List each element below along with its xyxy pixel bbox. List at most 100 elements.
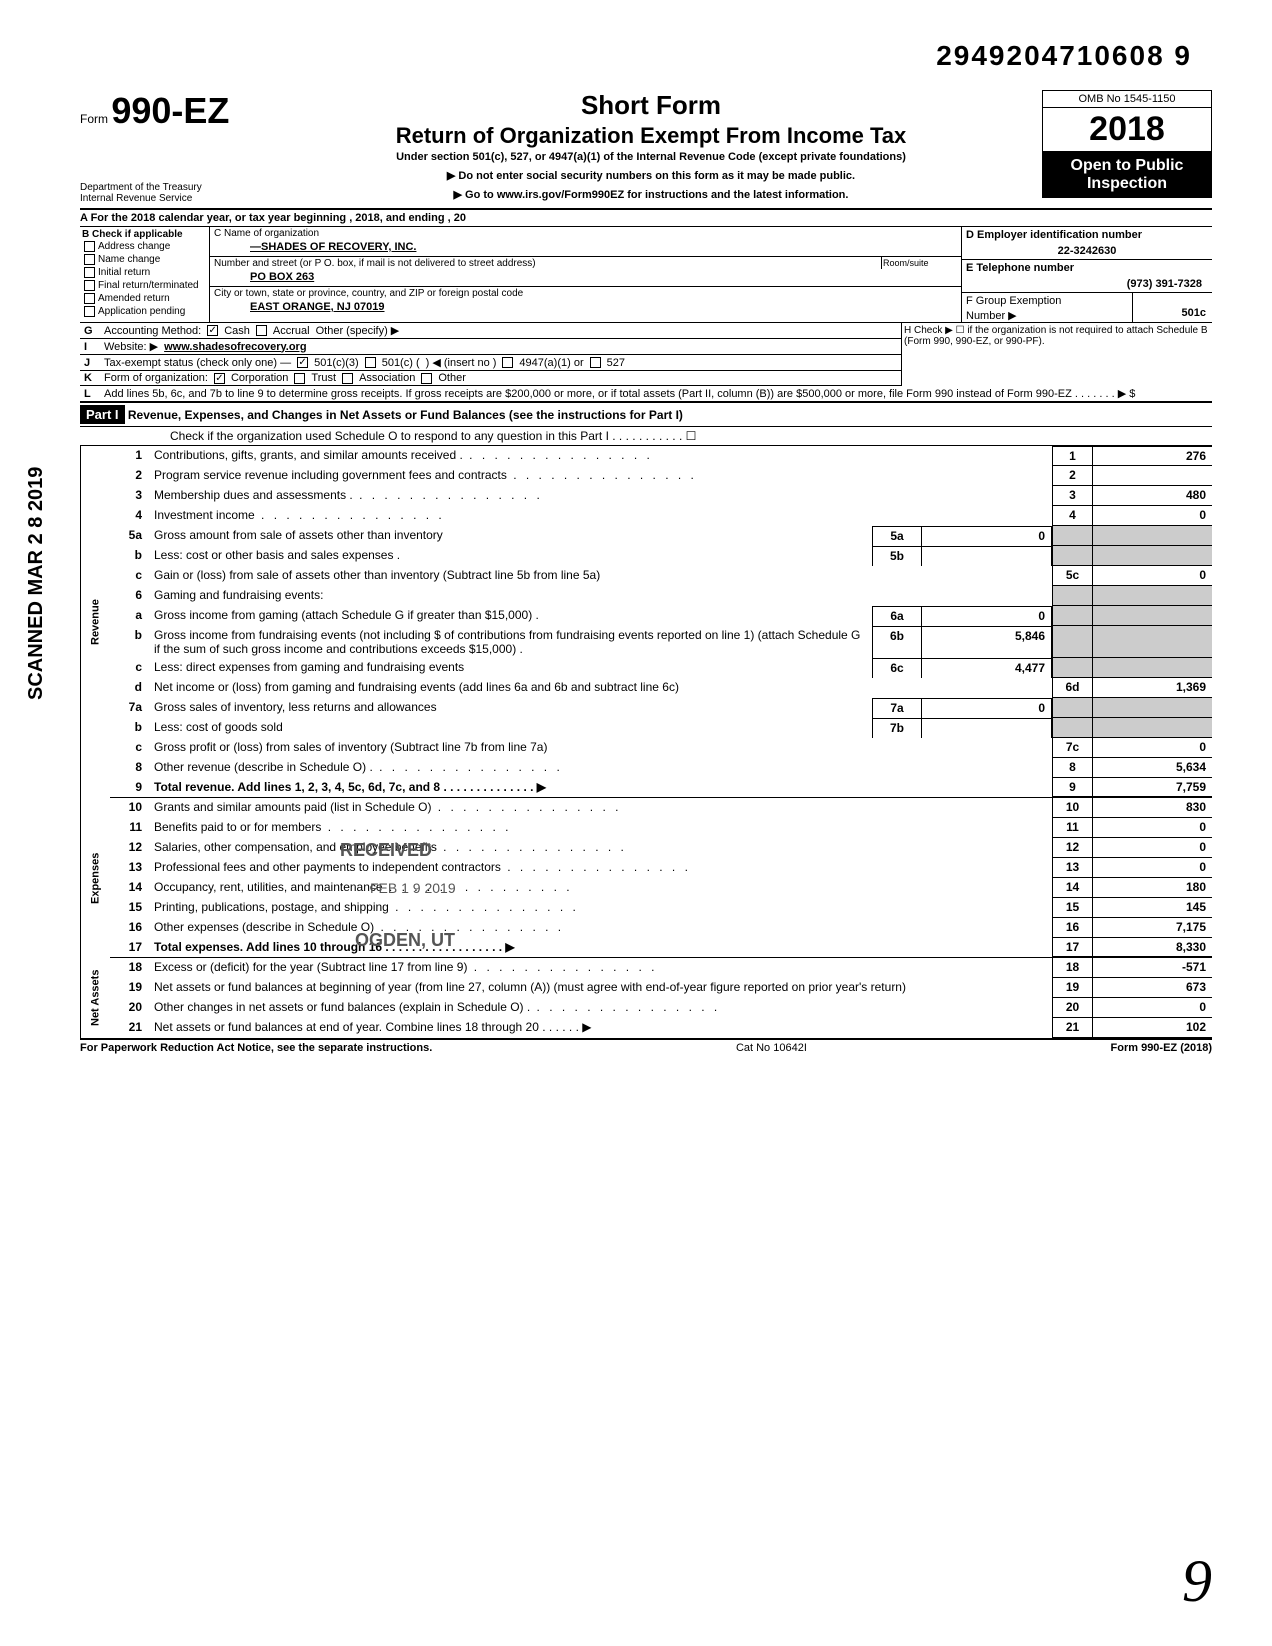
l10-num: 10: [110, 798, 150, 818]
opt-cash: Cash: [224, 325, 250, 337]
l7c-num: c: [110, 738, 150, 758]
row-g-text: Accounting Method:: [104, 325, 201, 337]
l3-box: 3: [1052, 486, 1092, 506]
l6b-desc: Gross income from fundraising events (no…: [150, 626, 872, 658]
l13-box: 13: [1052, 858, 1092, 878]
l5c-num: c: [110, 566, 150, 586]
checkbox-trust[interactable]: [294, 373, 305, 384]
checkbox-final-return[interactable]: [84, 280, 95, 291]
l16-num: 16: [110, 918, 150, 938]
l2-val: [1092, 466, 1212, 486]
label-amended: Amended return: [98, 293, 170, 304]
group-label: F Group Exemption: [962, 293, 1132, 309]
tel-label: E Telephone number: [962, 260, 1212, 276]
l2-desc: Program service revenue including govern…: [150, 466, 1052, 486]
l21-val: 102: [1092, 1018, 1212, 1038]
opt-insert: ) ◀ (insert no ): [426, 356, 497, 369]
l6-num: 6: [110, 586, 150, 606]
row-g-label: G: [84, 325, 98, 337]
l6c-shade2: [1092, 658, 1212, 678]
l21-num: 21: [110, 1018, 150, 1038]
l8-desc: Other revenue (describe in Schedule O) .: [150, 758, 1052, 778]
checkbox-527[interactable]: [590, 357, 601, 368]
section-revenue-label: Revenue: [80, 446, 110, 798]
checkbox-name-change[interactable]: [84, 254, 95, 265]
l5c-val: 0: [1092, 566, 1212, 586]
checkbox-app-pending[interactable]: [84, 306, 95, 317]
l20-num: 20: [110, 998, 150, 1018]
row-k-text: Form of organization:: [104, 372, 208, 384]
l10-box: 10: [1052, 798, 1092, 818]
l17-val: 8,330: [1092, 938, 1212, 957]
l12-val: 0: [1092, 838, 1212, 858]
checkbox-cash[interactable]: ✓: [207, 325, 218, 336]
website-value: www.shadesofrecovery.org: [164, 341, 306, 353]
checkbox-assoc[interactable]: [342, 373, 353, 384]
l6a-mbox: 6a: [872, 606, 922, 626]
checkbox-4947[interactable]: [502, 357, 513, 368]
l5a-num: 5a: [110, 526, 150, 546]
opt-501c: 501(c) (: [382, 357, 420, 369]
org-name-label: C Name of organization: [210, 227, 961, 240]
l5b-num: b: [110, 546, 150, 566]
l13-num: 13: [110, 858, 150, 878]
l5a-desc: Gross amount from sale of assets other t…: [150, 526, 872, 546]
opt-4947: 4947(a)(1) or: [519, 357, 583, 369]
l9-val: 7,759: [1092, 778, 1212, 797]
footer-paperwork: For Paperwork Reduction Act Notice, see …: [80, 1042, 432, 1054]
opt-527: 527: [607, 357, 625, 369]
l6b-num: b: [110, 626, 150, 658]
l17-box: 17: [1052, 938, 1092, 957]
form-number: 990-EZ: [111, 90, 229, 131]
footer-form: Form 990-EZ (2018): [1111, 1042, 1212, 1054]
tax-year: 2018: [1042, 108, 1212, 152]
l5a-shade: [1052, 526, 1092, 546]
dept-irs: Internal Revenue Service: [80, 193, 260, 204]
group-number-label: Number ▶: [962, 309, 1132, 322]
l14-num: 14: [110, 878, 150, 898]
l5c-desc: Gain or (loss) from sale of assets other…: [150, 566, 1052, 586]
label-initial-return: Initial return: [98, 267, 150, 278]
l7b-mbox: 7b: [872, 718, 922, 738]
l15-val: 145: [1092, 898, 1212, 918]
opt-accrual: Accrual: [273, 325, 310, 337]
l21-box: 21: [1052, 1018, 1092, 1038]
checkbox-other-org[interactable]: [421, 373, 432, 384]
label-app-pending: Application pending: [98, 306, 185, 317]
l16-box: 16: [1052, 918, 1092, 938]
checkbox-amended[interactable]: [84, 293, 95, 304]
row-k-label: K: [84, 372, 98, 384]
l4-box: 4: [1052, 506, 1092, 526]
l21-desc: Net assets or fund balances at end of ye…: [150, 1018, 1052, 1038]
checkbox-address-change[interactable]: [84, 241, 95, 252]
section-netassets-label: Net Assets: [80, 958, 110, 1038]
l5b-shade2: [1092, 546, 1212, 566]
checkbox-corp[interactable]: ✓: [214, 373, 225, 384]
omb-number: OMB No 1545-1150: [1042, 90, 1212, 108]
checkbox-501c3[interactable]: ✓: [297, 357, 308, 368]
checkbox-initial-return[interactable]: [84, 267, 95, 278]
l10-desc: Grants and similar amounts paid (list in…: [150, 798, 1052, 818]
l15-desc: Printing, publications, postage, and shi…: [150, 898, 1052, 918]
part1-title: Revenue, Expenses, and Changes in Net As…: [128, 408, 683, 422]
l7b-shade2: [1092, 718, 1212, 738]
dept-treasury: Department of the Treasury: [80, 182, 260, 193]
checkbox-accrual[interactable]: [256, 325, 267, 336]
checkbox-501c[interactable]: [365, 357, 376, 368]
city-value: EAST ORANGE, NJ 07019: [210, 300, 961, 316]
row-a-calendar-year: A For the 2018 calendar year, or tax yea…: [80, 210, 1212, 227]
l7a-desc: Gross sales of inventory, less returns a…: [150, 698, 872, 718]
l11-desc: Benefits paid to or for members: [150, 818, 1052, 838]
l9-box: 9: [1052, 778, 1092, 797]
form-header: Form 990-EZ Department of the Treasury I…: [80, 90, 1212, 210]
l7b-num: b: [110, 718, 150, 738]
l20-val: 0: [1092, 998, 1212, 1018]
l6-shade2: [1092, 586, 1212, 606]
l6b-shade2: [1092, 626, 1212, 658]
footer-cat: Cat No 10642I: [736, 1042, 807, 1054]
l4-num: 4: [110, 506, 150, 526]
l19-desc: Net assets or fund balances at beginning…: [150, 978, 1052, 998]
opt-other: Other (specify) ▶: [316, 324, 400, 337]
l3-desc: Membership dues and assessments .: [150, 486, 1052, 506]
l20-desc: Other changes in net assets or fund bala…: [150, 998, 1052, 1018]
